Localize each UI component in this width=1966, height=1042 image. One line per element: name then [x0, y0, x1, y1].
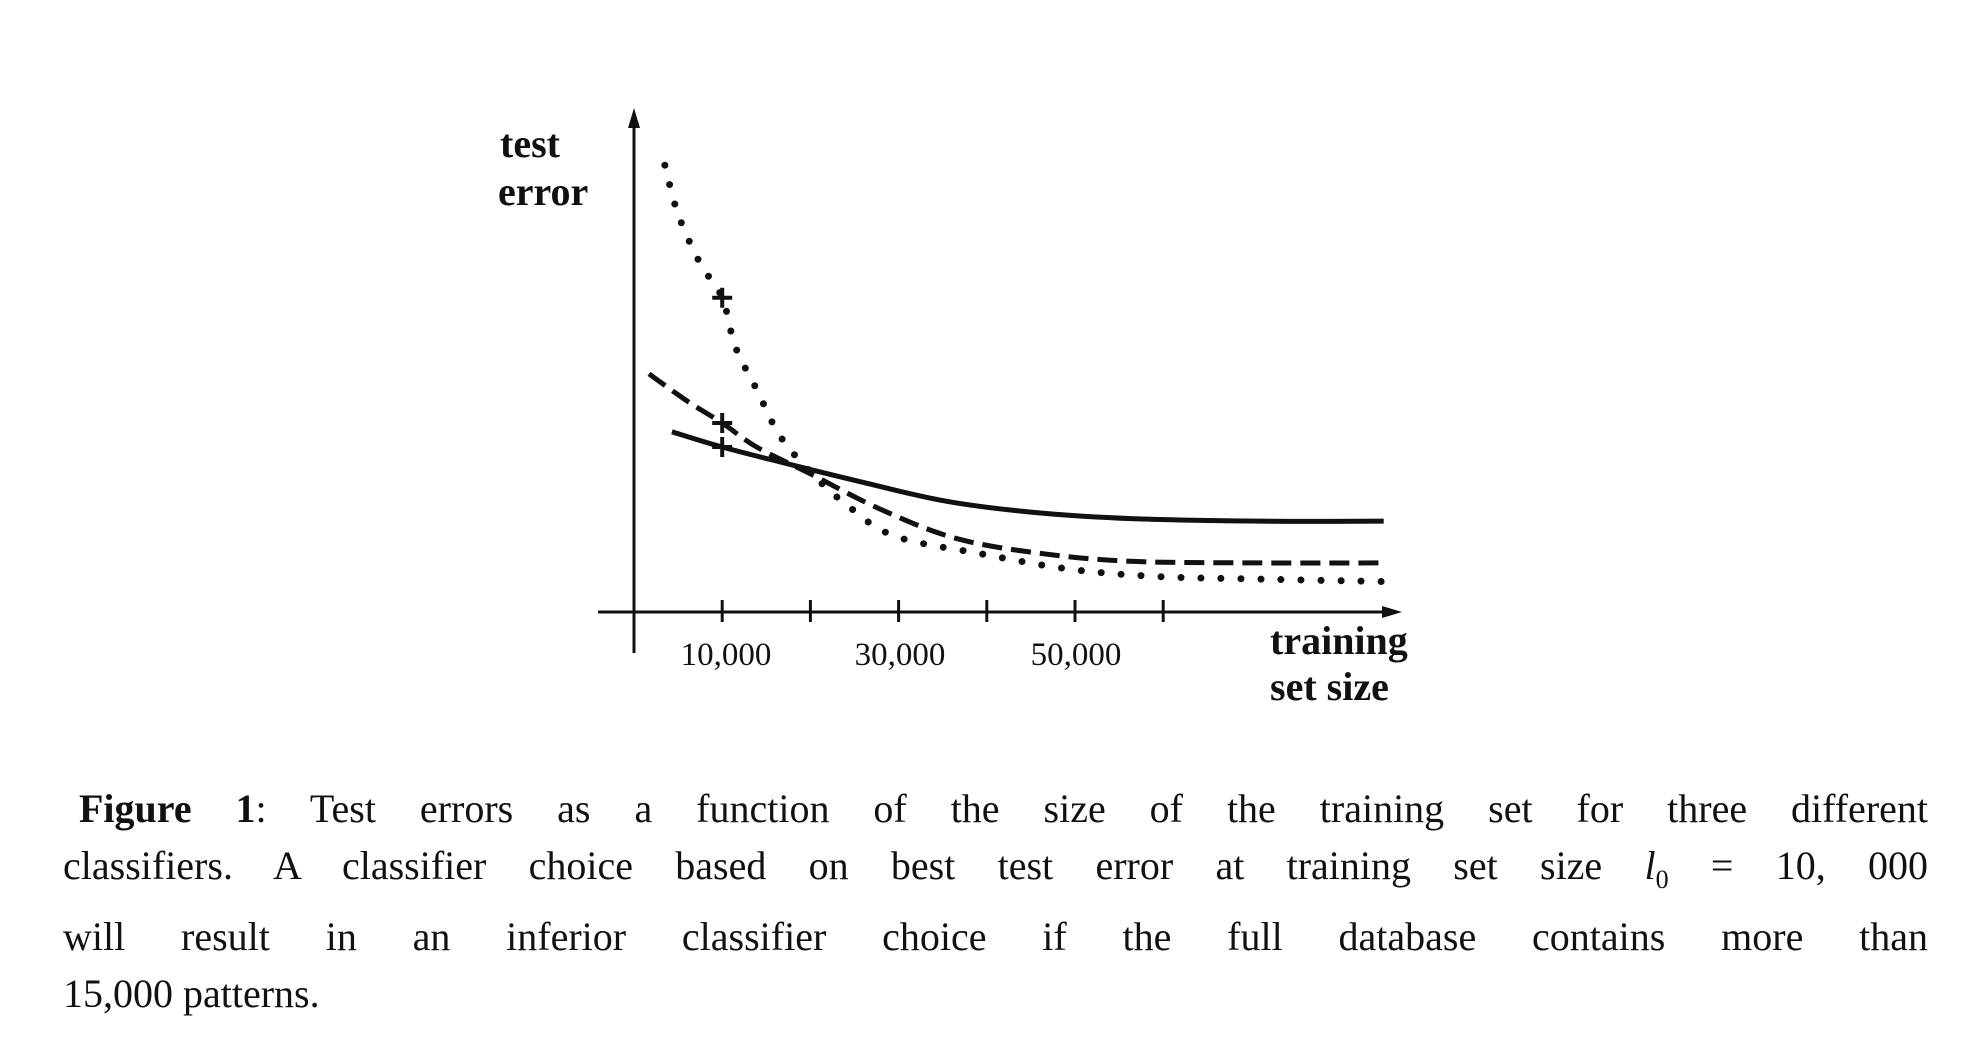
series-line-solid — [671, 429, 1384, 524]
series-line-dashed — [647, 371, 1387, 566]
caption-line-4: 15,000 patterns. — [63, 971, 320, 1016]
y-axis-label-line2: error — [498, 169, 588, 214]
plus-marker — [712, 412, 733, 433]
series-line-dotted — [661, 161, 1388, 586]
caption-line-2: classifiers. A classifier choice based o… — [63, 837, 1928, 908]
figure-label: Figure 1 — [79, 786, 256, 831]
caption-text: classifiers. A classifier choice based o… — [63, 843, 1645, 888]
plus-marker — [712, 287, 733, 308]
caption-line-1: Figure 1: Test errors as a function of t… — [63, 780, 1928, 837]
caption-variable: l — [1644, 843, 1656, 888]
caption-line-3: will result in an inferior classifier ch… — [63, 914, 1928, 959]
axes — [598, 108, 1402, 653]
x-tick-label: 50,000 — [1031, 637, 1122, 673]
y-axis-label-line1: test — [500, 121, 561, 166]
caption-text: : Test errors as a function of the size … — [255, 786, 1929, 831]
plus-marker — [712, 437, 733, 458]
caption-subscript: 0 — [1655, 865, 1669, 894]
x-tick-label: 30,000 — [855, 637, 946, 673]
chart: test error training set size 10,000 30,0… — [498, 108, 1408, 709]
x-tick-label: 10,000 — [681, 637, 772, 673]
x-axis-label-line1: training — [1270, 618, 1408, 663]
x-axis-label-line2: set size — [1270, 664, 1389, 709]
y-axis-arrow — [628, 108, 640, 128]
x-axis-arrow — [1382, 606, 1402, 618]
figure-caption: Figure 1: Test errors as a function of t… — [63, 780, 1928, 1022]
caption-text: = 10, 000 — [1668, 843, 1928, 888]
